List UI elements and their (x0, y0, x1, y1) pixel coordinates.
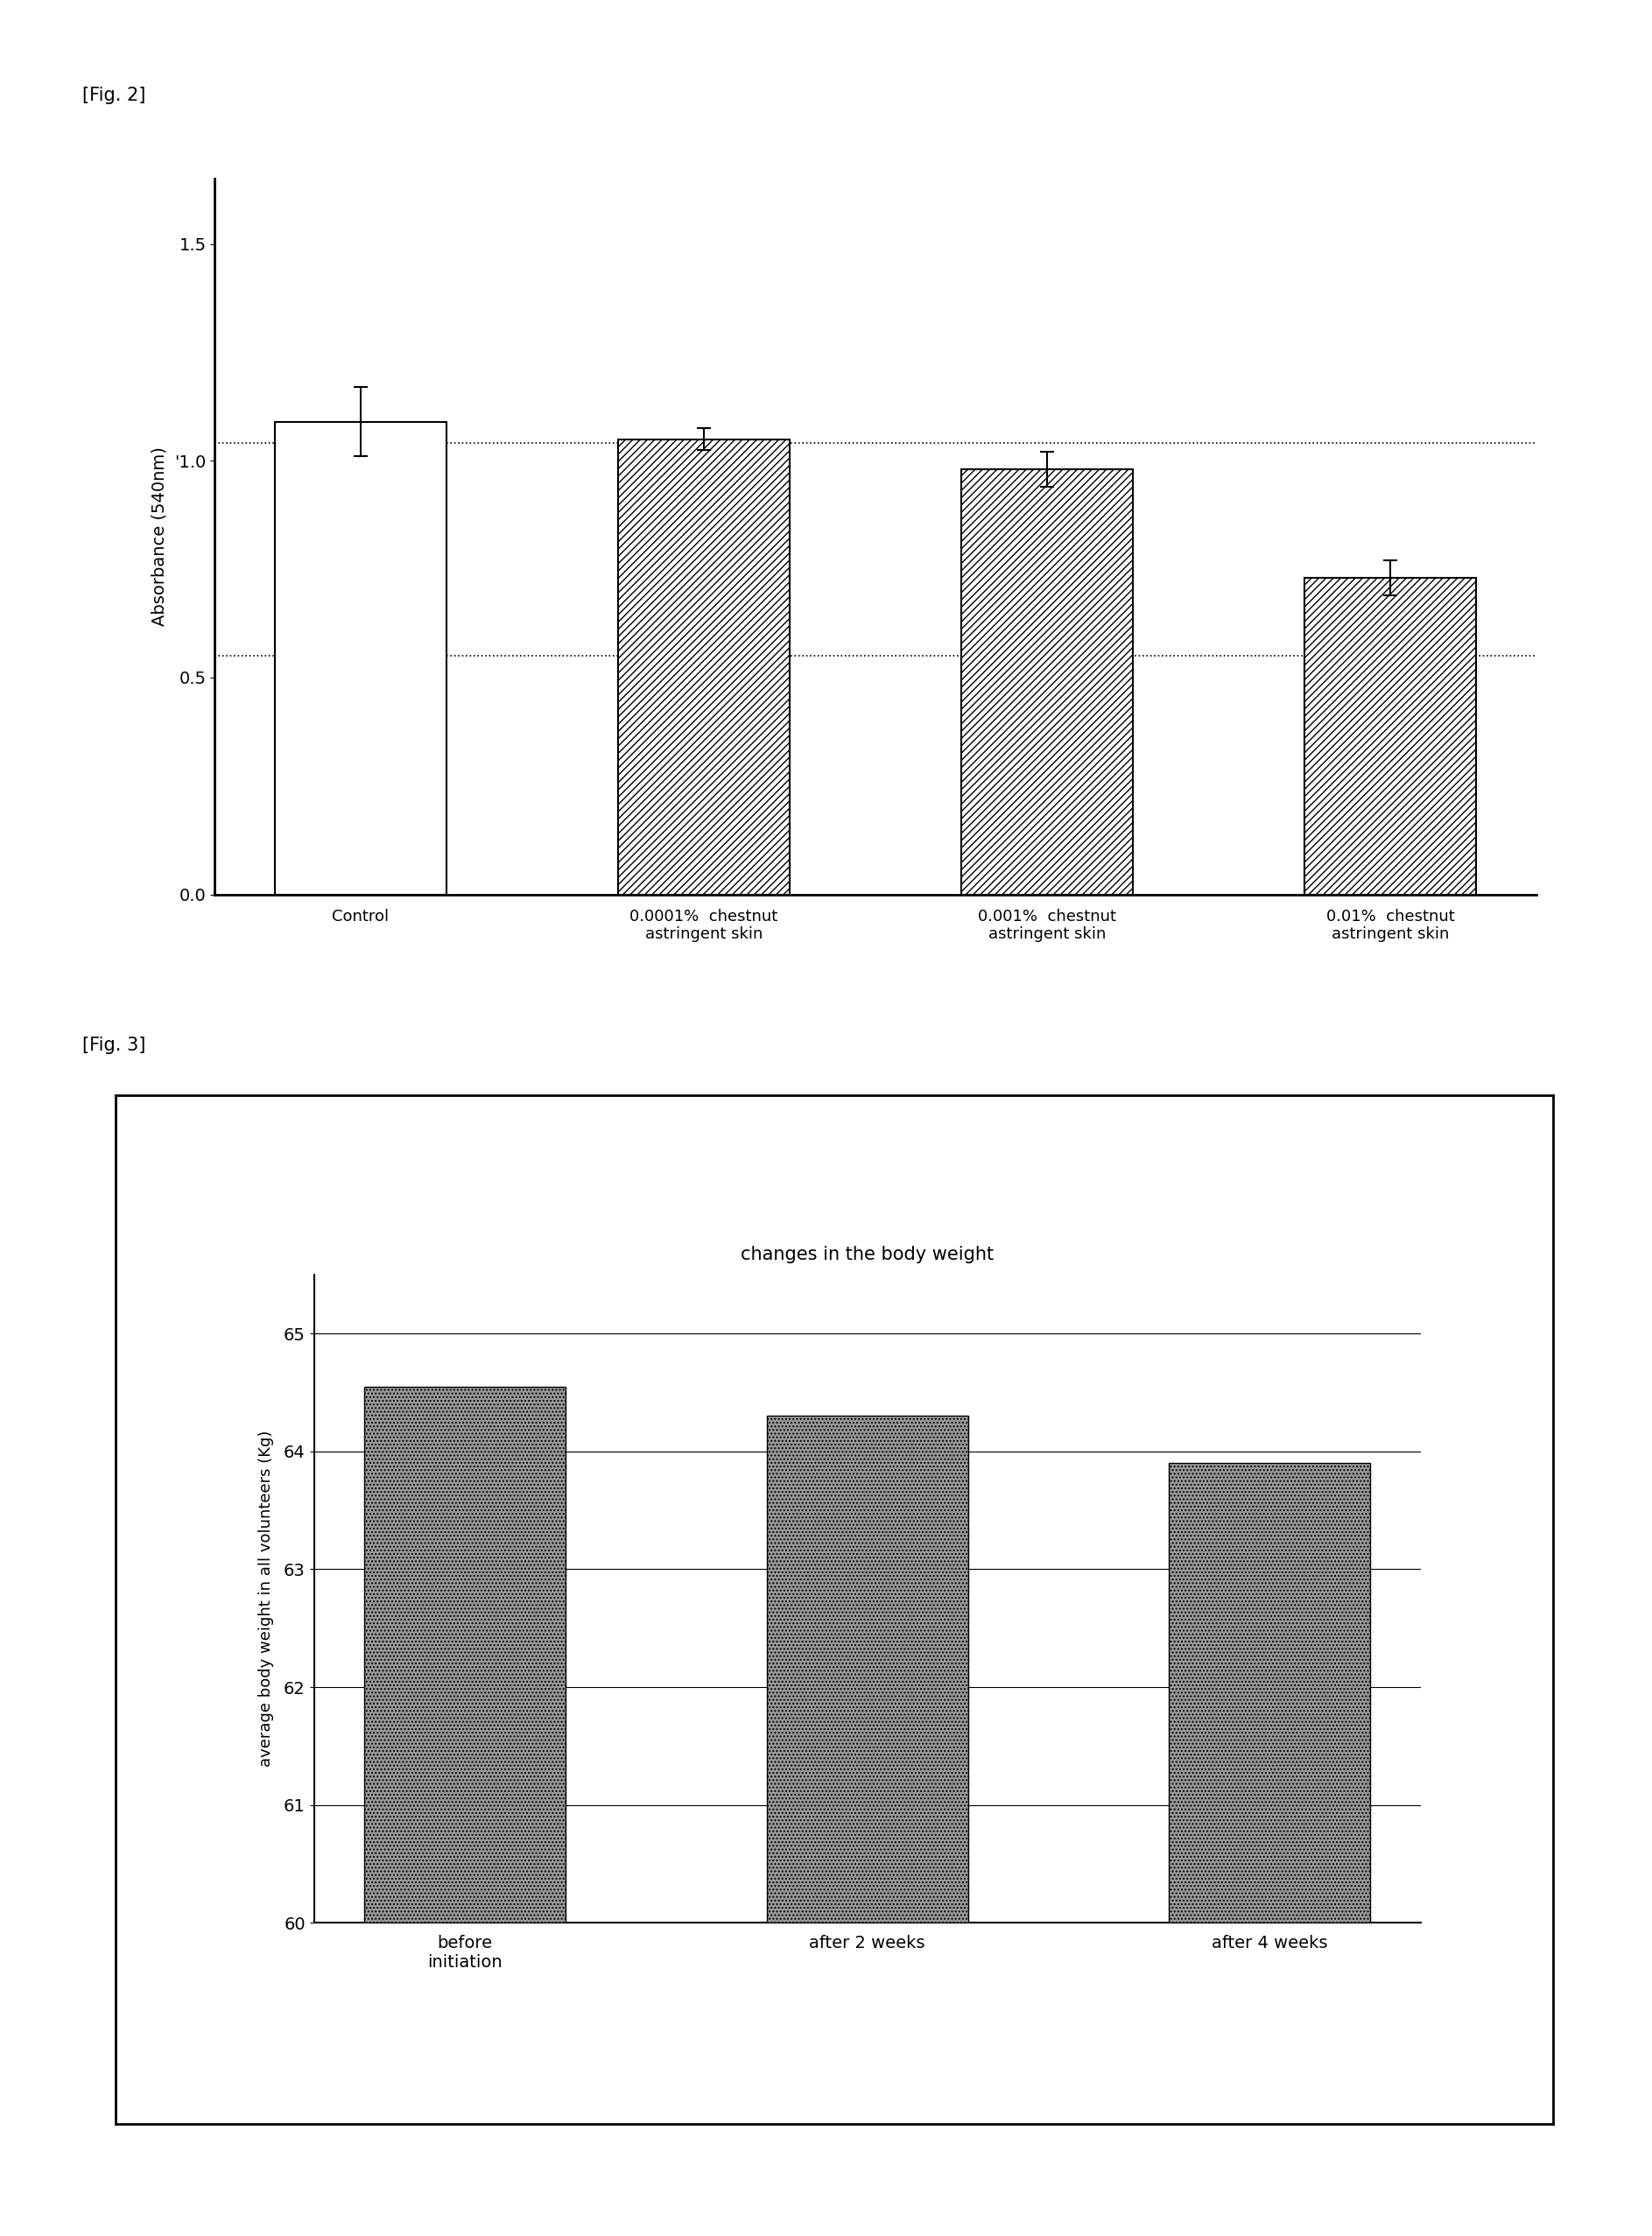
Text: [Fig. 3]: [Fig. 3] (83, 1038, 145, 1055)
Bar (767, 1415, 968, 1923)
Bar (618, 438, 790, 894)
Bar (274, 423, 446, 894)
Bar (363, 1386, 565, 1923)
Y-axis label: Absorbance (540nm): Absorbance (540nm) (150, 447, 167, 626)
Bar (1305, 577, 1477, 894)
Y-axis label: average body weight in all volunteers (Kg): average body weight in all volunteers (K… (258, 1431, 274, 1766)
Text: [Fig. 2]: [Fig. 2] (83, 87, 145, 105)
Title: changes in the body weight: changes in the body weight (740, 1245, 995, 1263)
Bar (961, 470, 1133, 894)
Bar (1170, 1462, 1371, 1923)
